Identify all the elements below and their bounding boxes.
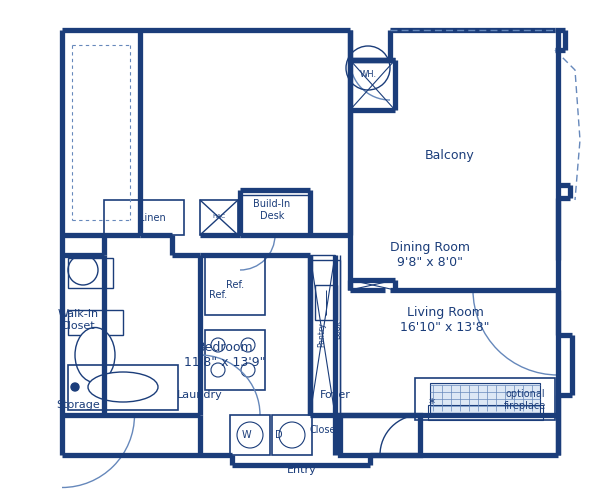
Text: *: * xyxy=(429,396,435,410)
Text: Linen: Linen xyxy=(139,213,166,223)
Bar xyxy=(104,200,184,235)
Bar xyxy=(340,415,420,455)
Text: optional
fireplace: optional fireplace xyxy=(504,389,546,411)
Bar xyxy=(68,310,123,335)
Bar xyxy=(415,378,555,420)
Text: W: W xyxy=(241,430,251,440)
Text: Book: Book xyxy=(334,320,343,340)
Text: Walk-In
Closet: Walk-In Closet xyxy=(58,309,98,331)
Text: Entry: Entry xyxy=(287,465,317,475)
Bar xyxy=(310,260,340,415)
Bar xyxy=(272,415,312,455)
Text: Laundry: Laundry xyxy=(177,390,223,400)
Ellipse shape xyxy=(68,255,98,285)
Text: Bedroom
11'8" x 13'9": Bedroom 11'8" x 13'9" xyxy=(184,341,266,369)
Bar xyxy=(68,365,178,410)
Bar xyxy=(68,258,113,288)
Text: Pantry: Pantry xyxy=(317,322,326,347)
Text: Living Room
16'10" x 13'8": Living Room 16'10" x 13'8" xyxy=(400,306,490,334)
Text: WH.: WH. xyxy=(359,71,377,79)
Text: Build-In
Desk: Build-In Desk xyxy=(253,199,290,221)
Bar xyxy=(315,285,337,320)
Text: D: D xyxy=(275,430,283,440)
Text: Ref.: Ref. xyxy=(209,290,227,300)
Text: HAC: HAC xyxy=(212,215,226,220)
Bar xyxy=(200,200,238,235)
Text: Storage: Storage xyxy=(56,400,100,410)
Bar xyxy=(428,405,543,420)
Circle shape xyxy=(71,383,79,391)
Text: Foyer: Foyer xyxy=(320,390,350,400)
Text: Dining Room
9'8" x 8'0": Dining Room 9'8" x 8'0" xyxy=(390,241,470,269)
Bar xyxy=(205,255,265,315)
Ellipse shape xyxy=(75,327,115,383)
Text: Closet: Closet xyxy=(310,425,340,435)
Bar xyxy=(205,330,265,390)
Bar xyxy=(230,415,270,455)
Bar xyxy=(430,383,540,413)
Bar xyxy=(310,255,335,415)
Text: Ref.: Ref. xyxy=(226,280,244,290)
Ellipse shape xyxy=(88,372,158,402)
Text: Balcony: Balcony xyxy=(425,148,475,162)
Bar xyxy=(240,195,310,235)
